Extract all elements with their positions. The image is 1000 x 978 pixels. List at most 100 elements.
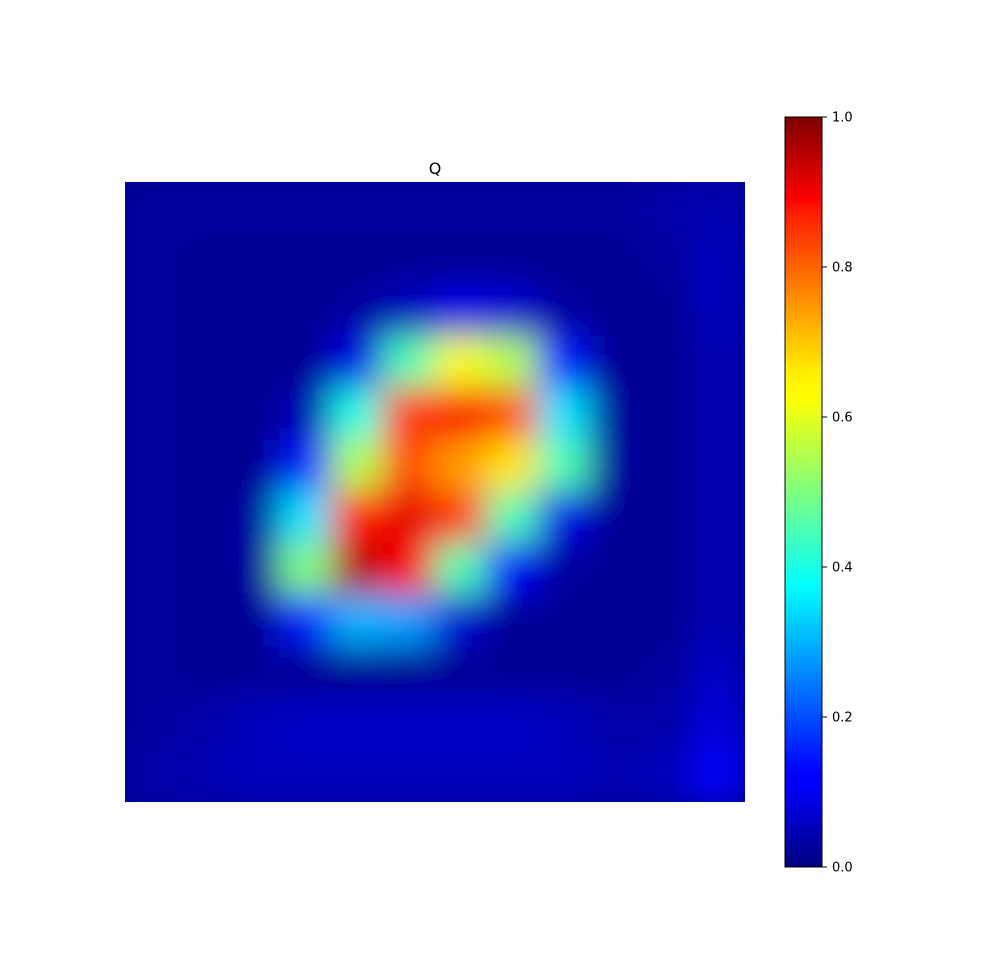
heatmap-cell — [125, 387, 178, 442]
heatmap-cells — [125, 182, 745, 802]
heatmap-cell — [175, 646, 230, 700]
colorbar-frame — [784, 116, 823, 868]
heatmap-cell — [692, 284, 745, 338]
heatmap-cell — [382, 542, 436, 597]
heatmap-cell — [175, 749, 230, 802]
heatmap-cell — [692, 387, 745, 442]
heatmap-cell — [537, 491, 591, 545]
heatmap-cell — [589, 697, 643, 752]
heatmap-cell — [279, 232, 333, 287]
heatmap-cell — [589, 491, 643, 545]
heatmap-cell — [125, 336, 178, 390]
heatmap-cell — [485, 646, 540, 700]
chart-title: Q — [429, 159, 442, 178]
heatmap-cell — [175, 387, 230, 442]
heatmap-cell — [227, 182, 281, 235]
colorbar: 0.0 0.2 0.4 0.6 0.8 1.0 — [784, 111, 853, 876]
heatmap-cell — [330, 646, 385, 700]
heatmap-cell — [640, 284, 695, 338]
heatmap-cell — [485, 182, 540, 235]
heatmap-cell — [175, 594, 230, 648]
heatmap-cell — [640, 182, 695, 235]
heatmap-cell — [175, 182, 230, 235]
heatmap-cell — [279, 594, 333, 648]
heatmap-cell — [279, 697, 333, 752]
heatmap-cell — [227, 387, 281, 442]
heatmap-cell — [692, 646, 745, 700]
heatmap-cell — [692, 594, 745, 648]
heatmap-cell — [434, 749, 488, 802]
heatmap-cell — [175, 542, 230, 597]
heatmap-cell — [485, 284, 540, 338]
heatmap-cell — [485, 749, 540, 802]
colorbar-tick-label: 0.8 — [832, 261, 853, 276]
heatmap-cell — [640, 542, 695, 597]
colorbar-tick-label: 0.6 — [832, 411, 853, 426]
heatmap-cell — [279, 182, 333, 235]
heatmap-cell — [227, 284, 281, 338]
heatmap-cell — [330, 336, 385, 390]
heatmap-cell — [279, 284, 333, 338]
heatmap-cell — [125, 697, 178, 752]
heatmap-cell — [330, 232, 385, 287]
heatmap-cell — [434, 542, 488, 597]
heatmap-cell — [227, 542, 281, 597]
heatmap-cell — [227, 697, 281, 752]
heatmap-cell — [227, 232, 281, 287]
heatmap-cell — [589, 387, 643, 442]
heatmap-cell — [434, 439, 488, 493]
heatmap-cell — [330, 491, 385, 545]
heatmap-cell — [537, 284, 591, 338]
heatmap-cell — [434, 284, 488, 338]
heatmap-cell — [330, 749, 385, 802]
heatmap-cell — [175, 232, 230, 287]
heatmap-cell — [330, 697, 385, 752]
heatmap-cell — [330, 439, 385, 493]
heatmap-cell — [589, 749, 643, 802]
heatmap-cell — [485, 336, 540, 390]
heatmap-cell — [125, 439, 178, 493]
heatmap-cell — [692, 542, 745, 597]
colorbar-tick-label: 0.2 — [832, 711, 853, 726]
heatmap-cell — [434, 232, 488, 287]
heatmap-cell — [434, 646, 488, 700]
colorbar-gradient — [785, 117, 822, 867]
heatmap-cell — [125, 182, 178, 235]
heatmap-cell — [537, 232, 591, 287]
heatmap-cell — [434, 594, 488, 648]
heatmap-cell — [589, 594, 643, 648]
colorbar-tick-label: 0.4 — [832, 561, 853, 576]
colorbar-tick-label: 1.0 — [832, 111, 853, 126]
heatmap-cell — [485, 491, 540, 545]
heatmap-cell — [537, 182, 591, 235]
heatmap-cell — [434, 336, 488, 390]
heatmap-cell — [125, 542, 178, 597]
heatmap-cell — [589, 336, 643, 390]
heatmap-cell — [125, 284, 178, 338]
heatmap-cell — [640, 387, 695, 442]
heatmap-cell — [692, 749, 745, 802]
heatmap-cell — [279, 491, 333, 545]
heatmap-cell — [330, 182, 385, 235]
heatmap-cell — [227, 646, 281, 700]
heatmap-cell — [537, 336, 591, 390]
heatmap-cell — [692, 491, 745, 545]
heatmap-cell — [125, 491, 178, 545]
heatmap-cell — [279, 749, 333, 802]
heatmap-cell — [279, 387, 333, 442]
heatmap-plot-area — [125, 182, 745, 802]
heatmap-cell — [227, 749, 281, 802]
heatmap-cell — [227, 336, 281, 390]
heatmap-cell — [640, 439, 695, 493]
colorbar-ticks: 0.0 0.2 0.4 0.6 0.8 1.0 — [822, 111, 853, 876]
heatmap-cell — [175, 697, 230, 752]
heatmap-cell — [485, 439, 540, 493]
heatmap-cell — [382, 232, 436, 287]
heatmap-cell — [537, 749, 591, 802]
heatmap-cell — [537, 542, 591, 597]
heatmap-cell — [692, 697, 745, 752]
heatmap-cell — [382, 387, 436, 442]
heatmap-cell — [330, 594, 385, 648]
heatmap-cell — [382, 336, 436, 390]
